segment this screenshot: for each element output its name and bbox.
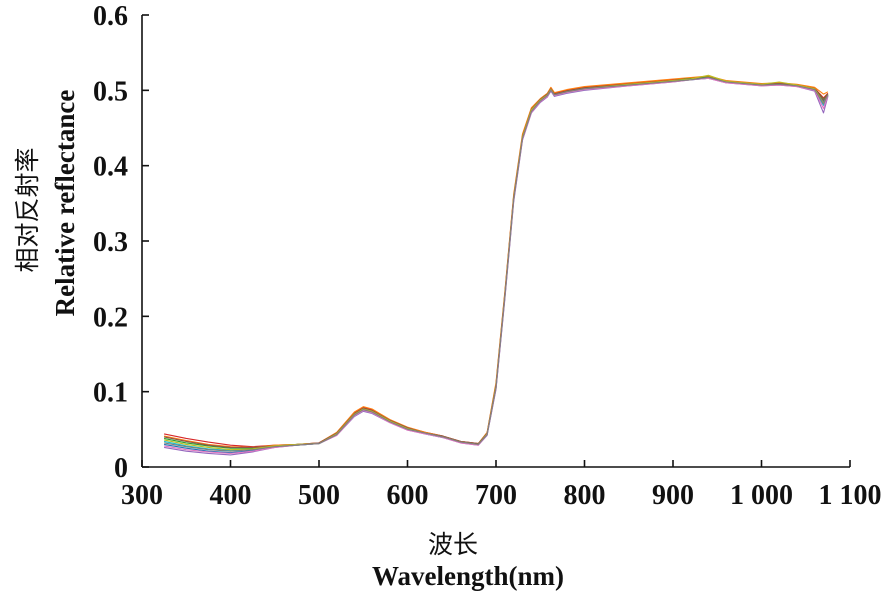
x-tick-label: 800 (564, 480, 606, 511)
y-tick-label: 0.5 (93, 76, 128, 107)
x-tick-label: 700 (475, 480, 517, 511)
spectrum-series-line-8 (163, 74, 829, 451)
x-axis-label: Wavelength(nm) (372, 561, 564, 591)
x-axis-ticks: 300 400 500 600 700 800 900 1 000 1 100 (121, 460, 882, 511)
y-tick-label: 0 (114, 453, 128, 484)
x-tick-label: 1 000 (730, 480, 793, 511)
spectrum-series-line-3 (163, 76, 829, 449)
y-axis-label: Relative reflectance (50, 90, 80, 317)
y-tick-label: 0.2 (93, 302, 128, 333)
series-group (163, 74, 829, 456)
spectrum-series-line-2 (164, 76, 829, 454)
spectrum-series-line-9 (164, 77, 829, 454)
x-tick-label: 900 (652, 480, 694, 511)
y-tick-label: 0.3 (93, 227, 128, 258)
y-tick-label: 0.1 (93, 378, 128, 409)
spectrum-series-line-4 (164, 77, 829, 456)
y-axis-label-chinese: 相对反射率 (13, 147, 42, 272)
x-tick-label: 300 (121, 480, 163, 511)
y-tick-label: 0.4 (93, 152, 128, 183)
x-tick-label: 400 (210, 480, 252, 511)
spectrum-series-line-6 (163, 77, 829, 451)
x-tick-label: 500 (298, 480, 340, 511)
y-tick-label: 0.6 (93, 1, 128, 32)
y-axis-ticks: 0 0.1 0.2 0.3 0.4 0.5 0.6 (93, 1, 149, 484)
spectrum-series-line-10 (164, 76, 829, 452)
x-tick-label: 1 100 (819, 480, 882, 511)
x-tick-label: 600 (387, 480, 429, 511)
x-axis-label-chinese: 波长 (428, 530, 478, 559)
